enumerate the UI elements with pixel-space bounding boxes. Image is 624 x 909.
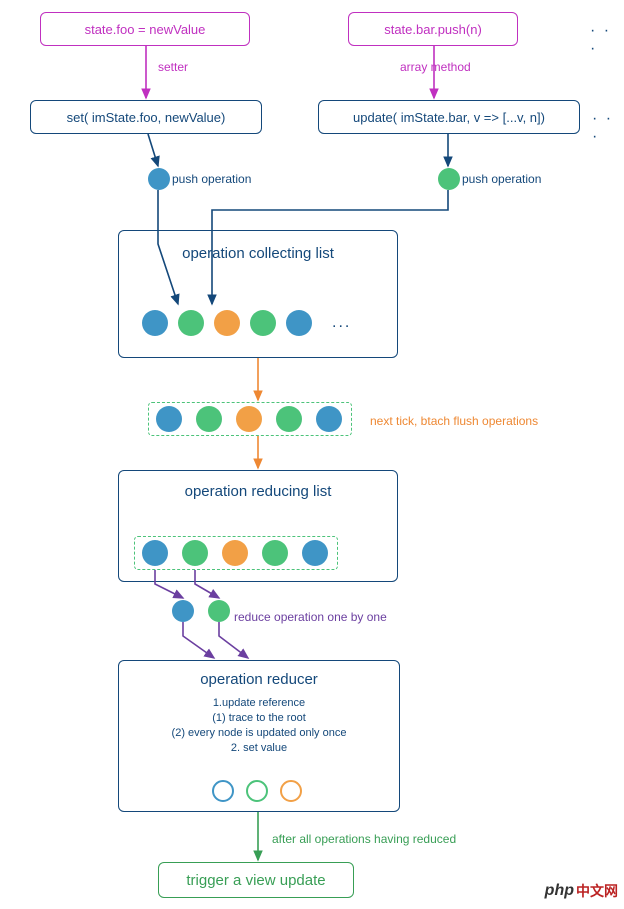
- pushop1-label: push operation: [172, 172, 251, 186]
- trigger-text: trigger a view update: [186, 872, 325, 889]
- nexttick-label: next tick, btach flush operations: [370, 414, 538, 428]
- state-foo-box: state.foo = newValue: [40, 12, 250, 46]
- op-circle-blue: [316, 406, 342, 432]
- reduceone-label: reduce operation one by one: [234, 610, 387, 624]
- ellipsis-top-1: · · ·: [590, 22, 624, 58]
- op-circle-green: [276, 406, 302, 432]
- op-circle-green: [196, 406, 222, 432]
- collecting-ellipsis: ...: [332, 314, 351, 332]
- op-circle-orange: [222, 540, 248, 566]
- pushop2-label: push operation: [462, 172, 541, 186]
- op-circle-orange: [236, 406, 262, 432]
- set-box: set( imState.foo, newValue): [30, 100, 262, 134]
- update-box: update( imState.bar, v => [...v, n]): [318, 100, 580, 134]
- set-text: set( imState.foo, newValue): [67, 110, 226, 125]
- update-text: update( imState.bar, v => [...v, n]): [353, 110, 545, 125]
- push-op-circle-2: [438, 168, 460, 190]
- afterall-label: after all operations having reduced: [272, 832, 456, 846]
- reducer-line-4: 2. set value: [119, 741, 399, 756]
- state-bar-box: state.bar.push(n): [348, 12, 518, 46]
- op-circle-blue: [302, 540, 328, 566]
- op-circle-green: [178, 310, 204, 336]
- reducer-line-2: (1) trace to the root: [119, 711, 399, 726]
- reducer-line-3: (2) every node is updated only once: [119, 726, 399, 741]
- op-circle-blue: [286, 310, 312, 336]
- ellipsis-top-2: · · ·: [592, 110, 624, 146]
- arraymethod-label: array method: [400, 60, 471, 74]
- collecting-list-title: operation collecting list: [119, 245, 397, 262]
- setter-label: setter: [158, 60, 188, 74]
- reducing-list-title: operation reducing list: [119, 483, 397, 500]
- op-circle-green: [182, 540, 208, 566]
- op-circle-orange: [214, 310, 240, 336]
- op-circle-blue: [142, 540, 168, 566]
- ring-blue: [212, 780, 234, 802]
- reducer-line-1: 1.update reference: [119, 696, 399, 711]
- state-bar-text: state.bar.push(n): [384, 22, 482, 37]
- reduced-circle-1: [172, 600, 194, 622]
- reduced-circle-2: [208, 600, 230, 622]
- op-circle-blue: [156, 406, 182, 432]
- state-foo-text: state.foo = newValue: [85, 22, 206, 37]
- ring-green: [246, 780, 268, 802]
- op-circle-green: [250, 310, 276, 336]
- trigger-box: trigger a view update: [158, 862, 354, 898]
- logo-cn: 中文网: [576, 881, 618, 901]
- reducer-title: operation reducer: [119, 671, 399, 688]
- push-op-circle-1: [148, 168, 170, 190]
- watermark-logo: php 中文网: [545, 881, 618, 901]
- op-circle-blue: [142, 310, 168, 336]
- collecting-list-box: operation collecting list: [118, 230, 398, 358]
- logo-php: php: [545, 882, 574, 900]
- ring-orange: [280, 780, 302, 802]
- op-circle-green: [262, 540, 288, 566]
